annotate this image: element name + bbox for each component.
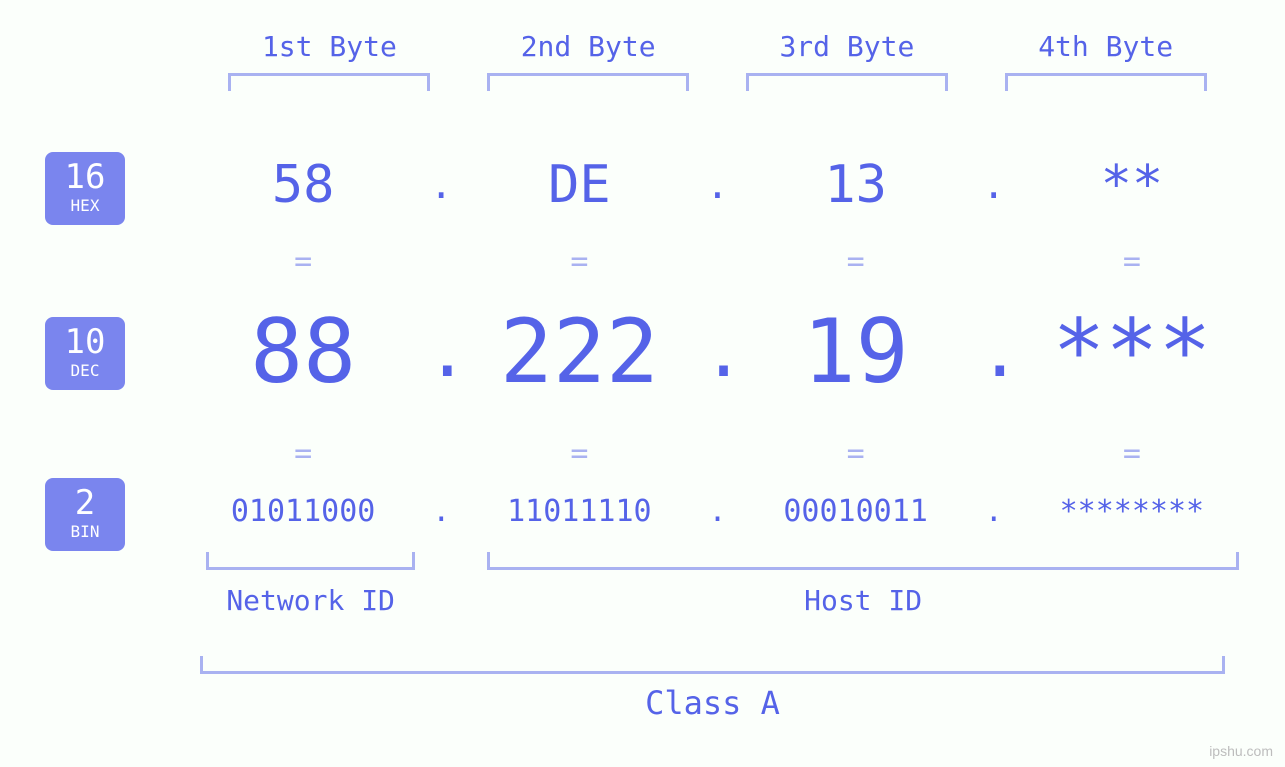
eq-1-4: =: [1009, 244, 1255, 279]
bin-sep-1: .: [426, 494, 456, 529]
byte-header-4-label: 4th Byte: [976, 30, 1235, 63]
host-id-group: Host ID: [471, 552, 1255, 617]
byte-header-1: 1st Byte: [200, 30, 459, 91]
byte-header-row: 1st Byte 2nd Byte 3rd Byte 4th Byte: [200, 30, 1235, 91]
bin-row: 01011000 . 11011110 . 00010011 . *******…: [180, 494, 1255, 529]
hex-byte-3: 13: [733, 155, 979, 215]
dec-badge: 10 DEC: [45, 317, 125, 390]
byte-header-3: 3rd Byte: [718, 30, 977, 91]
top-bracket-2: [487, 73, 689, 91]
hex-byte-1: 58: [180, 155, 426, 215]
class-bracket: [200, 656, 1225, 674]
eq-1-3: =: [733, 244, 979, 279]
network-id-label: Network ID: [180, 584, 441, 617]
top-bracket-3: [746, 73, 948, 91]
hex-badge: 16 HEX: [45, 152, 125, 225]
ip-byte-diagram: 1st Byte 2nd Byte 3rd Byte 4th Byte 16 H…: [0, 0, 1285, 767]
byte-header-2: 2nd Byte: [459, 30, 718, 91]
hex-sep-1: .: [426, 163, 456, 207]
equals-row-2: = = = =: [180, 436, 1255, 471]
eq-2-3: =: [733, 436, 979, 471]
hex-byte-4: **: [1009, 155, 1255, 215]
byte-header-3-label: 3rd Byte: [718, 30, 977, 63]
class-label: Class A: [200, 684, 1225, 722]
hex-sep-2: .: [703, 163, 733, 207]
dec-sep-2: .: [703, 311, 733, 393]
bin-byte-4: ********: [1009, 494, 1255, 529]
bin-byte-3: 00010011: [733, 494, 979, 529]
dec-badge-number: 10: [45, 325, 125, 359]
bin-badge-number: 2: [45, 486, 125, 520]
eq-2-2: =: [456, 436, 702, 471]
dec-sep-3: .: [979, 311, 1009, 393]
bin-sep-3: .: [979, 494, 1009, 529]
network-host-brackets: Network ID Host ID: [180, 552, 1255, 617]
equals-row-1: = = = =: [180, 244, 1255, 279]
hex-badge-label: HEX: [45, 196, 125, 215]
dec-sep-1: .: [426, 311, 456, 393]
eq-2-4: =: [1009, 436, 1255, 471]
host-id-bracket: [487, 552, 1239, 570]
hex-badge-number: 16: [45, 160, 125, 194]
watermark: ipshu.com: [1209, 743, 1273, 759]
top-bracket-1: [228, 73, 430, 91]
eq-1-1: =: [180, 244, 426, 279]
network-id-bracket: [206, 552, 415, 570]
host-id-label: Host ID: [471, 584, 1255, 617]
byte-header-1-label: 1st Byte: [200, 30, 459, 63]
byte-header-4: 4th Byte: [976, 30, 1235, 91]
bin-sep-2: .: [703, 494, 733, 529]
dec-byte-4: ***: [1009, 300, 1255, 403]
eq-2-1: =: [180, 436, 426, 471]
bin-byte-2: 11011110: [456, 494, 702, 529]
bin-badge: 2 BIN: [45, 478, 125, 551]
hex-sep-3: .: [979, 163, 1009, 207]
dec-byte-2: 222: [456, 300, 702, 403]
top-bracket-4: [1005, 73, 1207, 91]
dec-badge-label: DEC: [45, 361, 125, 380]
dec-row: 88 . 222 . 19 . ***: [180, 300, 1255, 403]
bin-badge-label: BIN: [45, 522, 125, 541]
bin-byte-1: 01011000: [180, 494, 426, 529]
byte-header-2-label: 2nd Byte: [459, 30, 718, 63]
network-id-group: Network ID: [180, 552, 441, 617]
dec-byte-3: 19: [733, 300, 979, 403]
dec-byte-1: 88: [180, 300, 426, 403]
eq-1-2: =: [456, 244, 702, 279]
hex-row: 58 . DE . 13 . **: [180, 155, 1255, 215]
hex-byte-2: DE: [456, 155, 702, 215]
